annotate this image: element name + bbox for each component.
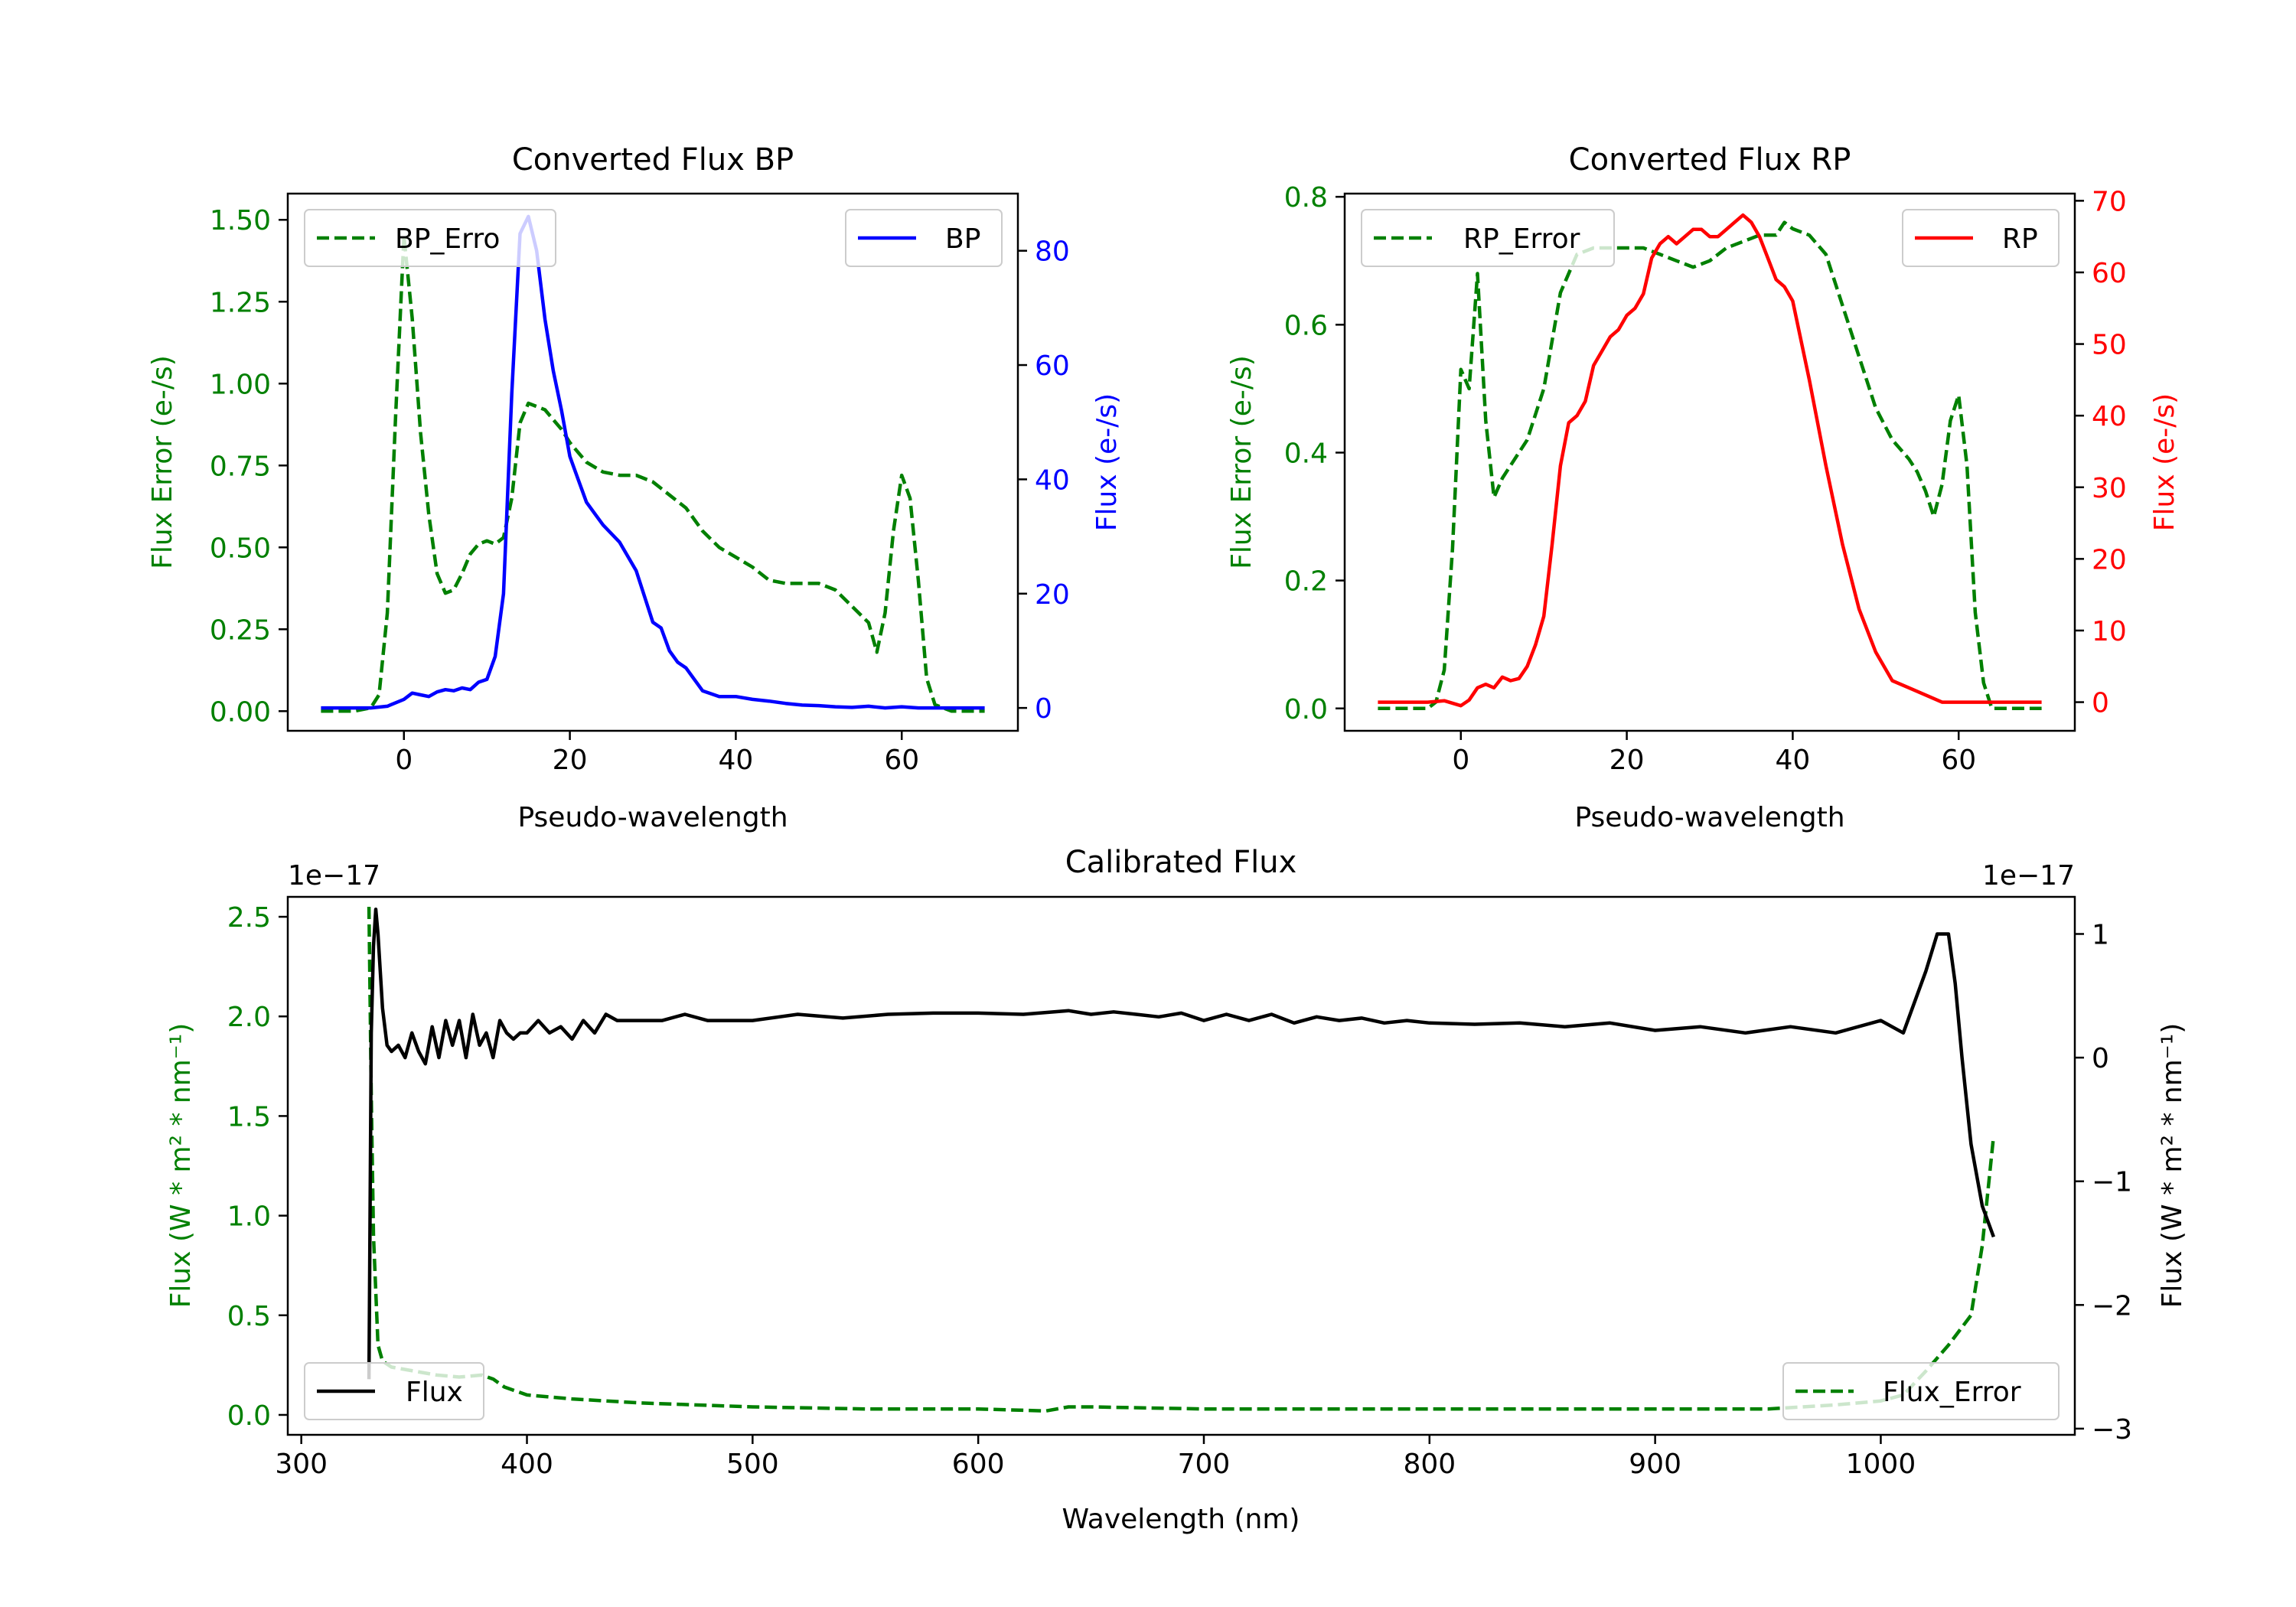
rp-xtick-label: 40 <box>1776 745 1811 776</box>
bp-xtick-label: 40 <box>719 745 754 776</box>
cal-ytick-left-label: 0.0 <box>227 1400 271 1432</box>
cal-plot-area <box>367 906 1996 1413</box>
cal-ytick-right-label: −1 <box>2092 1167 2132 1198</box>
bp-legend-error-label: BP_Erro <box>395 223 500 255</box>
rp-ytick-left-label: 0.4 <box>1284 438 1328 469</box>
cal-xtick-label: 800 <box>1403 1449 1456 1480</box>
calibrated-panel: Calibrated Flux 1e−17 1e−17 300 400 500 600… <box>165 845 2188 1535</box>
cal-title: Calibrated Flux <box>1065 845 1297 880</box>
rp-ytick-left-label: 0.8 <box>1284 182 1328 214</box>
cal-ytick-right-label: −2 <box>2092 1290 2132 1322</box>
rp-ytick-right-label: 10 <box>2092 616 2127 647</box>
cal-legend-flux-label: Flux <box>406 1377 463 1408</box>
rp-ytick-right-label: 50 <box>2092 330 2127 361</box>
rp-ytick-left-label: 0.2 <box>1284 566 1328 598</box>
cal-ytick-right-label: −3 <box>2092 1414 2132 1446</box>
cal-xtick-label: 1000 <box>1846 1449 1916 1480</box>
cal-xtick-label: 900 <box>1629 1449 1681 1480</box>
rp-legend-flux[interactable]: RP <box>1902 209 2060 267</box>
bp-ytick-right-label: 40 <box>1035 464 1070 496</box>
cal-legend-error[interactable]: Flux_Error <box>1782 1362 2060 1420</box>
cal-legend-flux[interactable]: Flux <box>304 1362 484 1420</box>
rp-xlabel: Pseudo-wavelength <box>1574 802 1844 833</box>
cal-ytick-left-label: 1.0 <box>227 1201 271 1233</box>
cal-xtick-label: 400 <box>501 1449 553 1480</box>
cal-ytick-right-label: 0 <box>2092 1043 2109 1074</box>
cal-ytick-left-label: 2.0 <box>227 1002 271 1033</box>
rp-ytick-right-label: 30 <box>2092 473 2127 504</box>
rp-ytick-right-label: 70 <box>2092 186 2127 217</box>
rp-ytick-right-label: 20 <box>2092 544 2127 575</box>
bp-ytick-right-label: 80 <box>1035 236 1070 268</box>
cal-xlabel: Wavelength (nm) <box>1062 1504 1300 1535</box>
rp-axes-frame <box>1343 192 2076 732</box>
rp-series-rp-line <box>1378 213 2042 708</box>
cal-xtick-label: 300 <box>275 1449 328 1480</box>
rp-legend-error-label: RP_Error <box>1463 223 1580 255</box>
rp-ytick-right-label: 40 <box>2092 401 2127 432</box>
cal-ytick-left-label: 2.5 <box>227 902 271 934</box>
cal-legend-error-label: Flux_Error <box>1883 1377 2021 1408</box>
bp-ytick-right-label: 20 <box>1035 579 1070 611</box>
bp-ytick-left-label: 1.50 <box>210 205 271 236</box>
cal-xtick-label: 500 <box>726 1449 779 1480</box>
cal-offset-left: 1e−17 <box>288 860 380 892</box>
rp-ytick-right-label: 0 <box>2092 688 2109 719</box>
bp-ylabel-left: Flux Error (e-/s) <box>147 355 178 569</box>
rp-panel: Converted Flux RP 0 20 40 60 0.0 0.2 0.4 0.6 0.8… <box>1226 142 2180 833</box>
cal-axes: 300 400 500 600 700 800 900 1000 0.0 0.5 1.0 1.5 2.0… <box>227 902 2132 1480</box>
bp-ytick-left-label: 1.00 <box>210 369 271 400</box>
bp-series-bp-error-line <box>321 234 985 713</box>
rp-xtick-label: 60 <box>1941 745 1976 776</box>
bp-series-bp-line <box>321 214 985 710</box>
bp-plot-area <box>321 214 985 713</box>
cal-ytick-left-label: 0.5 <box>227 1301 271 1332</box>
bp-ytick-right-label: 60 <box>1035 350 1070 382</box>
bp-ytick-left-label: 0.00 <box>210 696 271 728</box>
cal-series-flux-line <box>367 907 1996 1380</box>
bp-ytick-left-label: 0.25 <box>210 614 271 646</box>
rp-ytick-right-label: 60 <box>2092 258 2127 289</box>
bp-xtick-label: 0 <box>395 745 413 776</box>
cal-axes-frame <box>286 895 2076 1436</box>
rp-title: Converted Flux RP <box>1569 142 1851 178</box>
bp-ytick-right-label: 0 <box>1035 693 1052 725</box>
bp-xtick-label: 20 <box>553 745 588 776</box>
rp-legend-error[interactable]: RP_Error <box>1361 209 1615 267</box>
cal-ylabel-left: Flux (W * m² * nm⁻¹) <box>165 1023 197 1309</box>
bp-legend-flux-label: BP <box>945 223 980 255</box>
bp-title: Converted Flux BP <box>512 142 794 178</box>
bp-xtick-label: 60 <box>884 745 919 776</box>
bp-ylabel-right: Flux (e-/s) <box>1091 393 1123 531</box>
rp-xtick-label: 20 <box>1609 745 1645 776</box>
bp-legend-error[interactable]: BP_Erro <box>304 209 556 267</box>
cal-ytick-right-label: 1 <box>2092 919 2109 950</box>
cal-xtick-label: 600 <box>952 1449 1005 1480</box>
rp-series-rp-error-line <box>1378 220 2042 711</box>
bp-ytick-left-label: 0.50 <box>210 533 271 564</box>
bp-legend-flux[interactable]: BP <box>845 209 1003 267</box>
rp-ytick-left-label: 0.6 <box>1284 310 1328 341</box>
cal-xtick-label: 700 <box>1178 1449 1231 1480</box>
rp-ylabel-left: Flux Error (e-/s) <box>1226 355 1257 569</box>
rp-axes: 0 20 40 60 0.0 0.2 0.4 0.6 0.8 0 10 20 30 40 50 60 70 <box>1284 182 2127 776</box>
rp-ylabel-right: Flux (e-/s) <box>2149 393 2180 531</box>
bp-axes: 0 20 40 60 0.00 0.25 0.50 0.75 1.00 1.25 1.50 0 20 40… <box>210 205 1070 776</box>
cal-ytick-left-label: 1.5 <box>227 1101 271 1133</box>
cal-series-flux-error-line <box>367 906 1996 1413</box>
bp-ytick-left-label: 1.25 <box>210 287 271 318</box>
rp-plot-area <box>1378 213 2042 711</box>
rp-legend-flux-label: RP <box>2002 223 2038 255</box>
rp-xtick-label: 0 <box>1452 745 1469 776</box>
bp-axes-frame <box>286 192 1019 732</box>
bp-xlabel: Pseudo-wavelength <box>517 802 788 833</box>
bp-panel: Converted Flux BP 0 20 40 60 0.00 0.25 0.50 0.7… <box>147 142 1123 833</box>
bp-ytick-left-label: 0.75 <box>210 451 271 482</box>
rp-ytick-left-label: 0.0 <box>1284 694 1328 725</box>
cal-ylabel-right: Flux (W * m² * nm⁻¹) <box>2157 1023 2188 1309</box>
cal-offset-right: 1e−17 <box>1982 860 2075 892</box>
